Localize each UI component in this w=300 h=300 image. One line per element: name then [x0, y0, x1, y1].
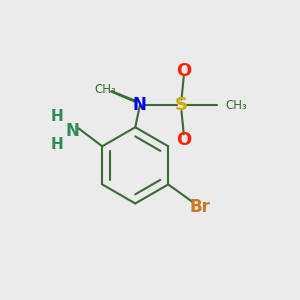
Text: N: N — [66, 122, 80, 140]
Text: CH₃: CH₃ — [225, 99, 247, 112]
Text: N: N — [133, 96, 147, 114]
Text: O: O — [176, 131, 191, 149]
Text: CH₃: CH₃ — [94, 82, 116, 96]
Text: H: H — [50, 137, 63, 152]
Text: H: H — [50, 109, 63, 124]
Text: O: O — [176, 62, 191, 80]
Text: S: S — [175, 96, 188, 114]
Text: Br: Br — [190, 198, 210, 216]
